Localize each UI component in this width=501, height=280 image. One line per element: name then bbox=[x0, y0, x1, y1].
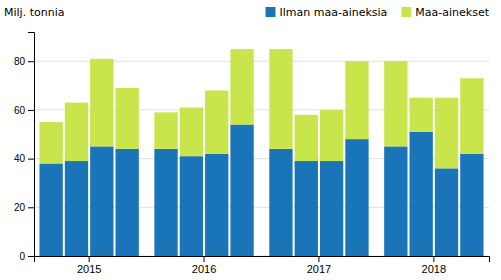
legend-item: Ilman maa-aineksia bbox=[266, 6, 388, 19]
bar bbox=[65, 161, 88, 256]
tick-label: 2015 bbox=[77, 263, 101, 275]
bar bbox=[116, 88, 139, 149]
bar bbox=[384, 61, 407, 146]
tick: 2017 bbox=[307, 256, 331, 275]
series bbox=[39, 49, 483, 168]
bar bbox=[269, 149, 292, 256]
bar bbox=[230, 49, 253, 124]
bar bbox=[460, 78, 483, 153]
bar bbox=[39, 163, 62, 256]
bar bbox=[410, 98, 433, 132]
tick: 40 bbox=[14, 153, 34, 164]
bar bbox=[435, 168, 458, 256]
tick-mark bbox=[318, 256, 319, 262]
x-axis: 2015 2016 2017 2018 bbox=[35, 256, 490, 275]
legend-swatch bbox=[401, 7, 411, 17]
tick: 2018 bbox=[422, 256, 446, 275]
bar bbox=[65, 103, 88, 161]
tick-label: 40 bbox=[14, 153, 26, 164]
axis-line bbox=[28, 33, 35, 257]
tick-mark bbox=[89, 256, 90, 262]
tick-label: 20 bbox=[14, 202, 26, 213]
tick-mark bbox=[28, 256, 34, 257]
bar bbox=[320, 110, 343, 161]
legend-item: Maa-ainekset bbox=[401, 6, 489, 19]
legend-swatch bbox=[266, 7, 276, 17]
bar bbox=[384, 146, 407, 256]
bar bbox=[116, 149, 139, 256]
bar bbox=[295, 161, 318, 256]
tick: 2016 bbox=[192, 256, 216, 275]
plot: 0 20 40 60 80 2015 2016 2017 2018 bbox=[14, 33, 490, 275]
tick: 0 bbox=[19, 251, 34, 262]
bar bbox=[180, 156, 203, 256]
tick: 80 bbox=[14, 56, 34, 67]
tick-label: 2018 bbox=[422, 263, 446, 275]
bar bbox=[320, 161, 343, 256]
y-axis: 0 20 40 60 80 bbox=[14, 33, 35, 262]
chart: 0 20 40 60 80 2015 2016 2017 2018 Milj. tonnia Ilm… bbox=[0, 0, 501, 280]
tick-label: 2016 bbox=[192, 263, 216, 275]
tick-mark bbox=[28, 110, 34, 111]
tick-mark bbox=[433, 256, 434, 262]
bar bbox=[410, 132, 433, 256]
bar bbox=[90, 146, 113, 256]
tick-label: 0 bbox=[19, 251, 25, 262]
tick: 60 bbox=[14, 105, 34, 116]
legend: Ilman maa-aineksia Maa-ainekset bbox=[266, 6, 490, 19]
legend-label: Maa-ainekset bbox=[415, 6, 489, 19]
bar bbox=[269, 49, 292, 149]
bar bbox=[154, 112, 177, 149]
tick-mark bbox=[28, 159, 34, 160]
legend-label: Ilman maa-aineksia bbox=[280, 6, 388, 19]
bar bbox=[180, 107, 203, 156]
tick-label: 2017 bbox=[307, 263, 331, 275]
bar bbox=[230, 125, 253, 256]
tick-label: 60 bbox=[14, 105, 26, 116]
tick: 20 bbox=[14, 202, 34, 213]
bar bbox=[90, 59, 113, 147]
tick: 2015 bbox=[77, 256, 101, 275]
axis-line bbox=[35, 257, 490, 263]
bar bbox=[39, 122, 62, 163]
y-label: Milj. tonnia bbox=[4, 6, 64, 19]
bar bbox=[435, 98, 458, 169]
bars bbox=[39, 49, 483, 256]
tick-label: 80 bbox=[14, 56, 26, 67]
bar bbox=[345, 61, 368, 139]
bar bbox=[205, 90, 228, 153]
bar bbox=[460, 154, 483, 256]
bar bbox=[154, 149, 177, 256]
tick-mark bbox=[28, 61, 34, 62]
bar bbox=[345, 139, 368, 256]
tick-mark bbox=[204, 256, 205, 262]
bar bbox=[205, 154, 228, 256]
tick-mark bbox=[28, 207, 34, 208]
bar bbox=[295, 115, 318, 161]
